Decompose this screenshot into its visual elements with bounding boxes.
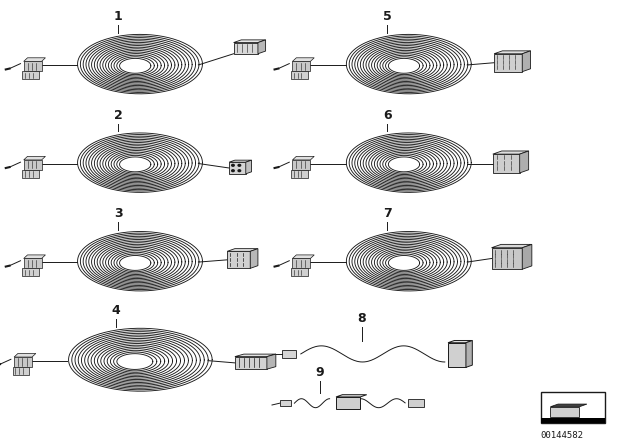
Text: 00144582: 00144582	[541, 431, 584, 440]
Polygon shape	[520, 151, 529, 173]
Polygon shape	[24, 61, 42, 71]
Text: 1: 1	[114, 10, 123, 23]
Polygon shape	[24, 160, 42, 170]
Polygon shape	[14, 353, 36, 357]
Text: 7: 7	[383, 207, 392, 220]
Polygon shape	[24, 156, 45, 160]
Text: 9: 9	[316, 366, 324, 379]
Polygon shape	[550, 407, 579, 417]
Polygon shape	[493, 154, 520, 173]
Polygon shape	[13, 367, 29, 375]
Polygon shape	[522, 245, 532, 269]
Polygon shape	[292, 61, 310, 71]
FancyBboxPatch shape	[541, 418, 605, 423]
Polygon shape	[227, 249, 258, 251]
Text: 3: 3	[114, 207, 123, 220]
Polygon shape	[234, 40, 266, 43]
Circle shape	[238, 170, 241, 172]
Polygon shape	[267, 354, 276, 369]
Polygon shape	[492, 245, 532, 248]
Polygon shape	[24, 255, 45, 258]
Polygon shape	[292, 160, 310, 170]
Polygon shape	[22, 170, 39, 178]
Polygon shape	[291, 170, 308, 178]
Polygon shape	[494, 54, 522, 72]
Polygon shape	[448, 340, 472, 343]
Polygon shape	[550, 404, 587, 407]
Polygon shape	[466, 340, 472, 367]
Circle shape	[232, 170, 234, 172]
Polygon shape	[292, 258, 310, 268]
Polygon shape	[494, 51, 531, 54]
Polygon shape	[292, 255, 314, 258]
FancyBboxPatch shape	[408, 399, 424, 407]
Polygon shape	[292, 58, 314, 61]
Polygon shape	[250, 249, 258, 268]
Polygon shape	[448, 343, 466, 367]
Polygon shape	[22, 268, 39, 276]
Polygon shape	[291, 268, 308, 276]
Polygon shape	[246, 160, 252, 174]
Polygon shape	[492, 248, 522, 269]
Text: 5: 5	[383, 10, 392, 23]
Polygon shape	[336, 395, 367, 397]
Text: 6: 6	[383, 109, 392, 122]
Text: 2: 2	[114, 109, 123, 122]
FancyBboxPatch shape	[280, 400, 291, 406]
Polygon shape	[24, 258, 42, 268]
Polygon shape	[235, 354, 276, 357]
Polygon shape	[22, 71, 39, 79]
Polygon shape	[522, 51, 531, 72]
Text: 8: 8	[357, 312, 366, 325]
FancyBboxPatch shape	[541, 392, 605, 423]
Polygon shape	[235, 357, 267, 369]
Polygon shape	[229, 162, 246, 174]
Polygon shape	[24, 58, 45, 61]
Polygon shape	[14, 357, 32, 367]
Polygon shape	[234, 43, 258, 54]
Polygon shape	[493, 151, 529, 154]
Text: 4: 4	[111, 304, 120, 317]
Polygon shape	[336, 397, 360, 409]
Polygon shape	[229, 160, 252, 162]
Circle shape	[238, 164, 241, 166]
FancyBboxPatch shape	[282, 350, 296, 358]
Circle shape	[232, 164, 234, 166]
Polygon shape	[227, 251, 250, 268]
Polygon shape	[258, 40, 266, 54]
Polygon shape	[291, 71, 308, 79]
Polygon shape	[292, 156, 314, 160]
